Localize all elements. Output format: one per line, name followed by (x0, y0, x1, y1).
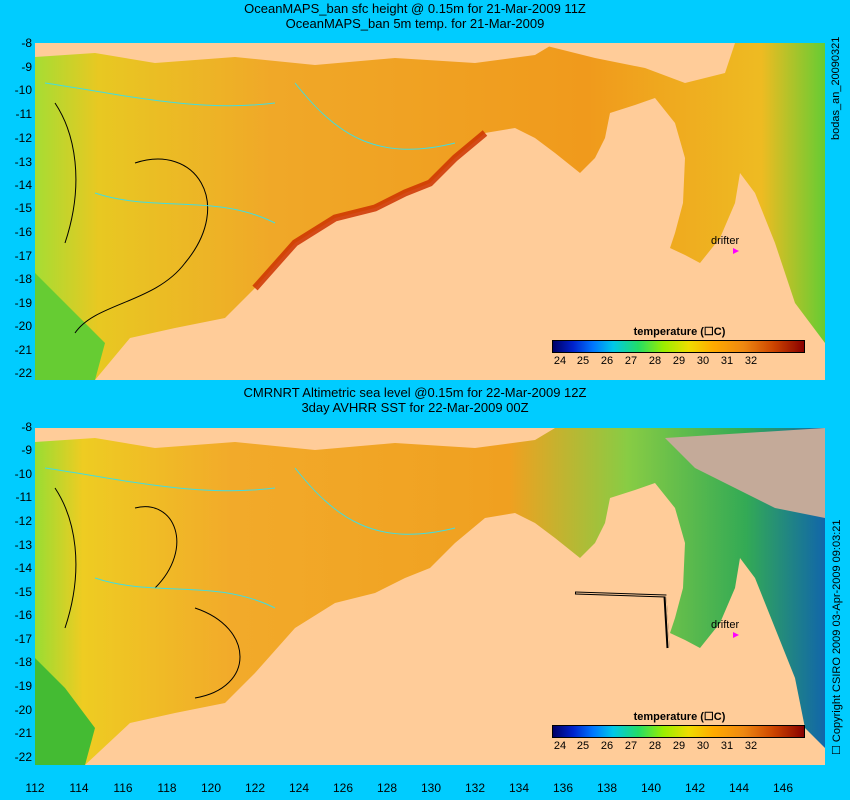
x-label: 146 (772, 781, 794, 795)
y-label: -21 (14, 343, 32, 357)
colorbar-tick: 32 (744, 355, 758, 367)
x-label: 114 (69, 781, 89, 795)
panel1-title-line2: OceanMAPS_ban 5m temp. for 21-Mar-2009 (285, 16, 545, 31)
colorbar-tick: 24 (553, 355, 567, 367)
colorbar-tick: 26 (600, 355, 614, 367)
x-label: 132 (464, 781, 486, 795)
warm-coastal-band (252, 130, 488, 291)
x-label: 142 (684, 781, 706, 795)
colorbar-tick: 26 (600, 740, 614, 752)
sea-level-contour (54, 487, 241, 699)
panel1-map[interactable] (35, 43, 825, 380)
colorbar-tick: 32 (744, 740, 758, 752)
y-label: -12 (14, 514, 32, 528)
panel2-map[interactable] (35, 428, 825, 765)
y-label: -10 (14, 467, 32, 481)
y-label: -13 (14, 538, 32, 552)
y-label: -21 (14, 726, 32, 740)
y-label: -16 (14, 608, 32, 622)
y-label: -19 (14, 679, 32, 693)
cool-water-patch (35, 273, 105, 380)
x-label: 122 (244, 781, 266, 795)
y-label: -16 (14, 225, 32, 239)
bathymetry-contour (44, 82, 456, 224)
y-label: -11 (15, 490, 32, 504)
x-label: 124 (288, 781, 310, 795)
y-label: -15 (14, 201, 32, 215)
panel2-drifter-label: drifter (711, 619, 740, 631)
panel2-drifter-marker (733, 632, 739, 638)
y-label: -15 (14, 585, 32, 599)
x-label: 128 (376, 781, 398, 795)
colorbar-tick: 29 (672, 355, 686, 367)
y-label: -9 (21, 443, 32, 457)
colorbar-tick: 30 (696, 740, 710, 752)
panel2-title-line1: CMRNRT Altimetric sea level @0.15m for 2… (243, 385, 587, 400)
colorbar-tick: 27 (624, 355, 638, 367)
y-label: -19 (14, 296, 32, 310)
y-label: -17 (14, 632, 32, 646)
colorbar-tick: 29 (672, 740, 686, 752)
y-label: -22 (14, 366, 32, 380)
cool-water-patch (35, 658, 95, 765)
x-label: 112 (25, 781, 45, 795)
panel2-title-line2: 3day AVHRR SST for 22-Mar-2009 00Z (301, 400, 529, 415)
colorbar-gradient (552, 340, 805, 353)
colorbar-tick: 31 (720, 355, 734, 367)
colorbar-tick: 25 (576, 740, 590, 752)
colorbar-tick: 27 (624, 740, 638, 752)
x-label: 138 (596, 781, 618, 795)
transect-line-inner (575, 592, 670, 649)
y-label: -20 (14, 319, 32, 333)
bathymetry-contour (44, 467, 456, 609)
australia-land (95, 98, 825, 380)
x-label: 126 (332, 781, 354, 795)
panel2-copyright-label: ☐ Copyright CSIRO 2009 03-Apr-2009 09:03… (831, 519, 843, 756)
y-label: -14 (14, 561, 32, 575)
panel1-drifter-label: drifter (711, 235, 740, 247)
y-label: -14 (14, 178, 32, 192)
sea-level-contour (54, 102, 209, 334)
cloud-mask (665, 428, 825, 518)
colorbar-tick: 31 (720, 740, 734, 752)
x-label: 136 (552, 781, 574, 795)
y-label: -17 (14, 249, 32, 263)
colorbar-tick: 24 (553, 740, 567, 752)
colorbar-tick: 28 (648, 740, 662, 752)
x-label: 140 (640, 781, 662, 795)
x-label: 116 (113, 781, 133, 795)
colorbar-tick: 25 (576, 355, 590, 367)
colorbar-tick: 30 (696, 355, 710, 367)
y-label: -13 (14, 155, 32, 169)
colorbar-title: temperature (☐C) (633, 711, 726, 723)
y-label: -22 (14, 750, 32, 764)
colorbar-tick: 28 (648, 355, 662, 367)
papua-land (535, 43, 735, 83)
panel1-drifter-marker (733, 248, 739, 254)
y-label: -18 (14, 655, 32, 669)
colorbar-title: temperature (☐C) (633, 326, 726, 338)
indonesian-islands (35, 428, 555, 450)
x-label: 130 (420, 781, 442, 795)
y-label: -20 (14, 703, 32, 717)
x-label: 144 (728, 781, 750, 795)
y-label: -11 (15, 107, 32, 121)
indonesian-islands (35, 43, 555, 65)
x-label: 118 (157, 781, 177, 795)
australia-land (85, 483, 825, 765)
y-label: -12 (14, 131, 32, 145)
colorbar-gradient (552, 725, 805, 738)
y-label: -9 (21, 60, 32, 74)
y-label: -8 (21, 36, 32, 50)
y-label: -18 (14, 272, 32, 286)
x-label: 134 (508, 781, 530, 795)
x-label: 120 (200, 781, 222, 795)
y-label: -10 (14, 83, 32, 97)
panel1-side-label: bodas_an_20090321 (830, 36, 842, 140)
panel1-title-line1: OceanMAPS_ban sfc height @ 0.15m for 21-… (244, 1, 586, 16)
y-label: -8 (21, 420, 32, 434)
